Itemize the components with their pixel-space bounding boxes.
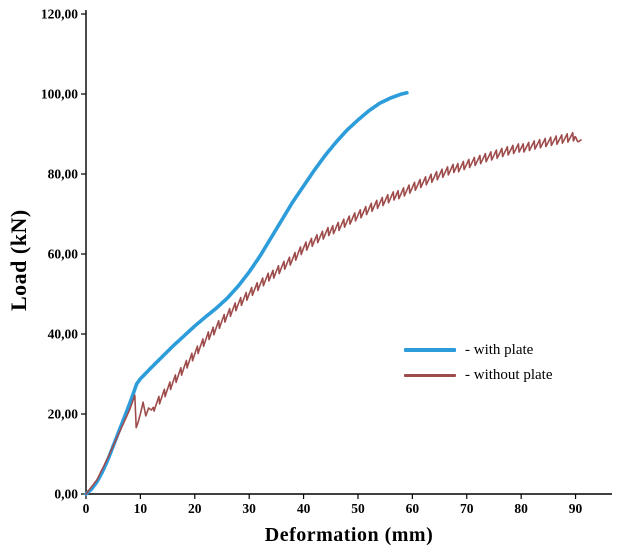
y-tick-label: 100,00: [41, 87, 78, 102]
x-tick-label: 20: [188, 501, 202, 516]
y-tick-label: 20,00: [48, 407, 79, 422]
x-axis-title: Deformation (mm): [264, 524, 434, 546]
x-tick-label: 0: [83, 501, 90, 516]
series-line-without-plate: [85, 131, 582, 495]
legend-swatch-without-plate: [404, 373, 456, 377]
x-tick-label: 50: [351, 501, 365, 516]
legend: - with plate - without plate: [404, 341, 552, 384]
y-axis-title: Load (kN): [6, 209, 31, 311]
y-tick-label: 40,00: [48, 327, 79, 342]
y-tick-label: 80,00: [48, 167, 79, 182]
series-line-with-plate: [84, 91, 409, 496]
x-tick-label: 80: [514, 501, 528, 516]
x-tick-label: 40: [297, 501, 311, 516]
x-tick-label: 10: [134, 501, 148, 516]
x-tick-label: 30: [242, 501, 256, 516]
legend-label-with-plate: - with plate: [465, 342, 534, 358]
x-tick-label: 70: [460, 501, 474, 516]
y-tick-label: 120,00: [41, 7, 78, 22]
y-tick-label: 60,00: [48, 247, 79, 262]
x-tick-label: 90: [569, 501, 583, 516]
x-tick-label: 60: [406, 501, 420, 516]
y-tick-label: 0,00: [54, 487, 78, 502]
legend-label-without-plate: - without plate: [465, 367, 553, 383]
legend-item-with-plate: - with plate: [404, 341, 552, 359]
legend-item-without-plate: - without plate: [404, 366, 552, 384]
legend-swatch-with-plate: [404, 348, 456, 352]
